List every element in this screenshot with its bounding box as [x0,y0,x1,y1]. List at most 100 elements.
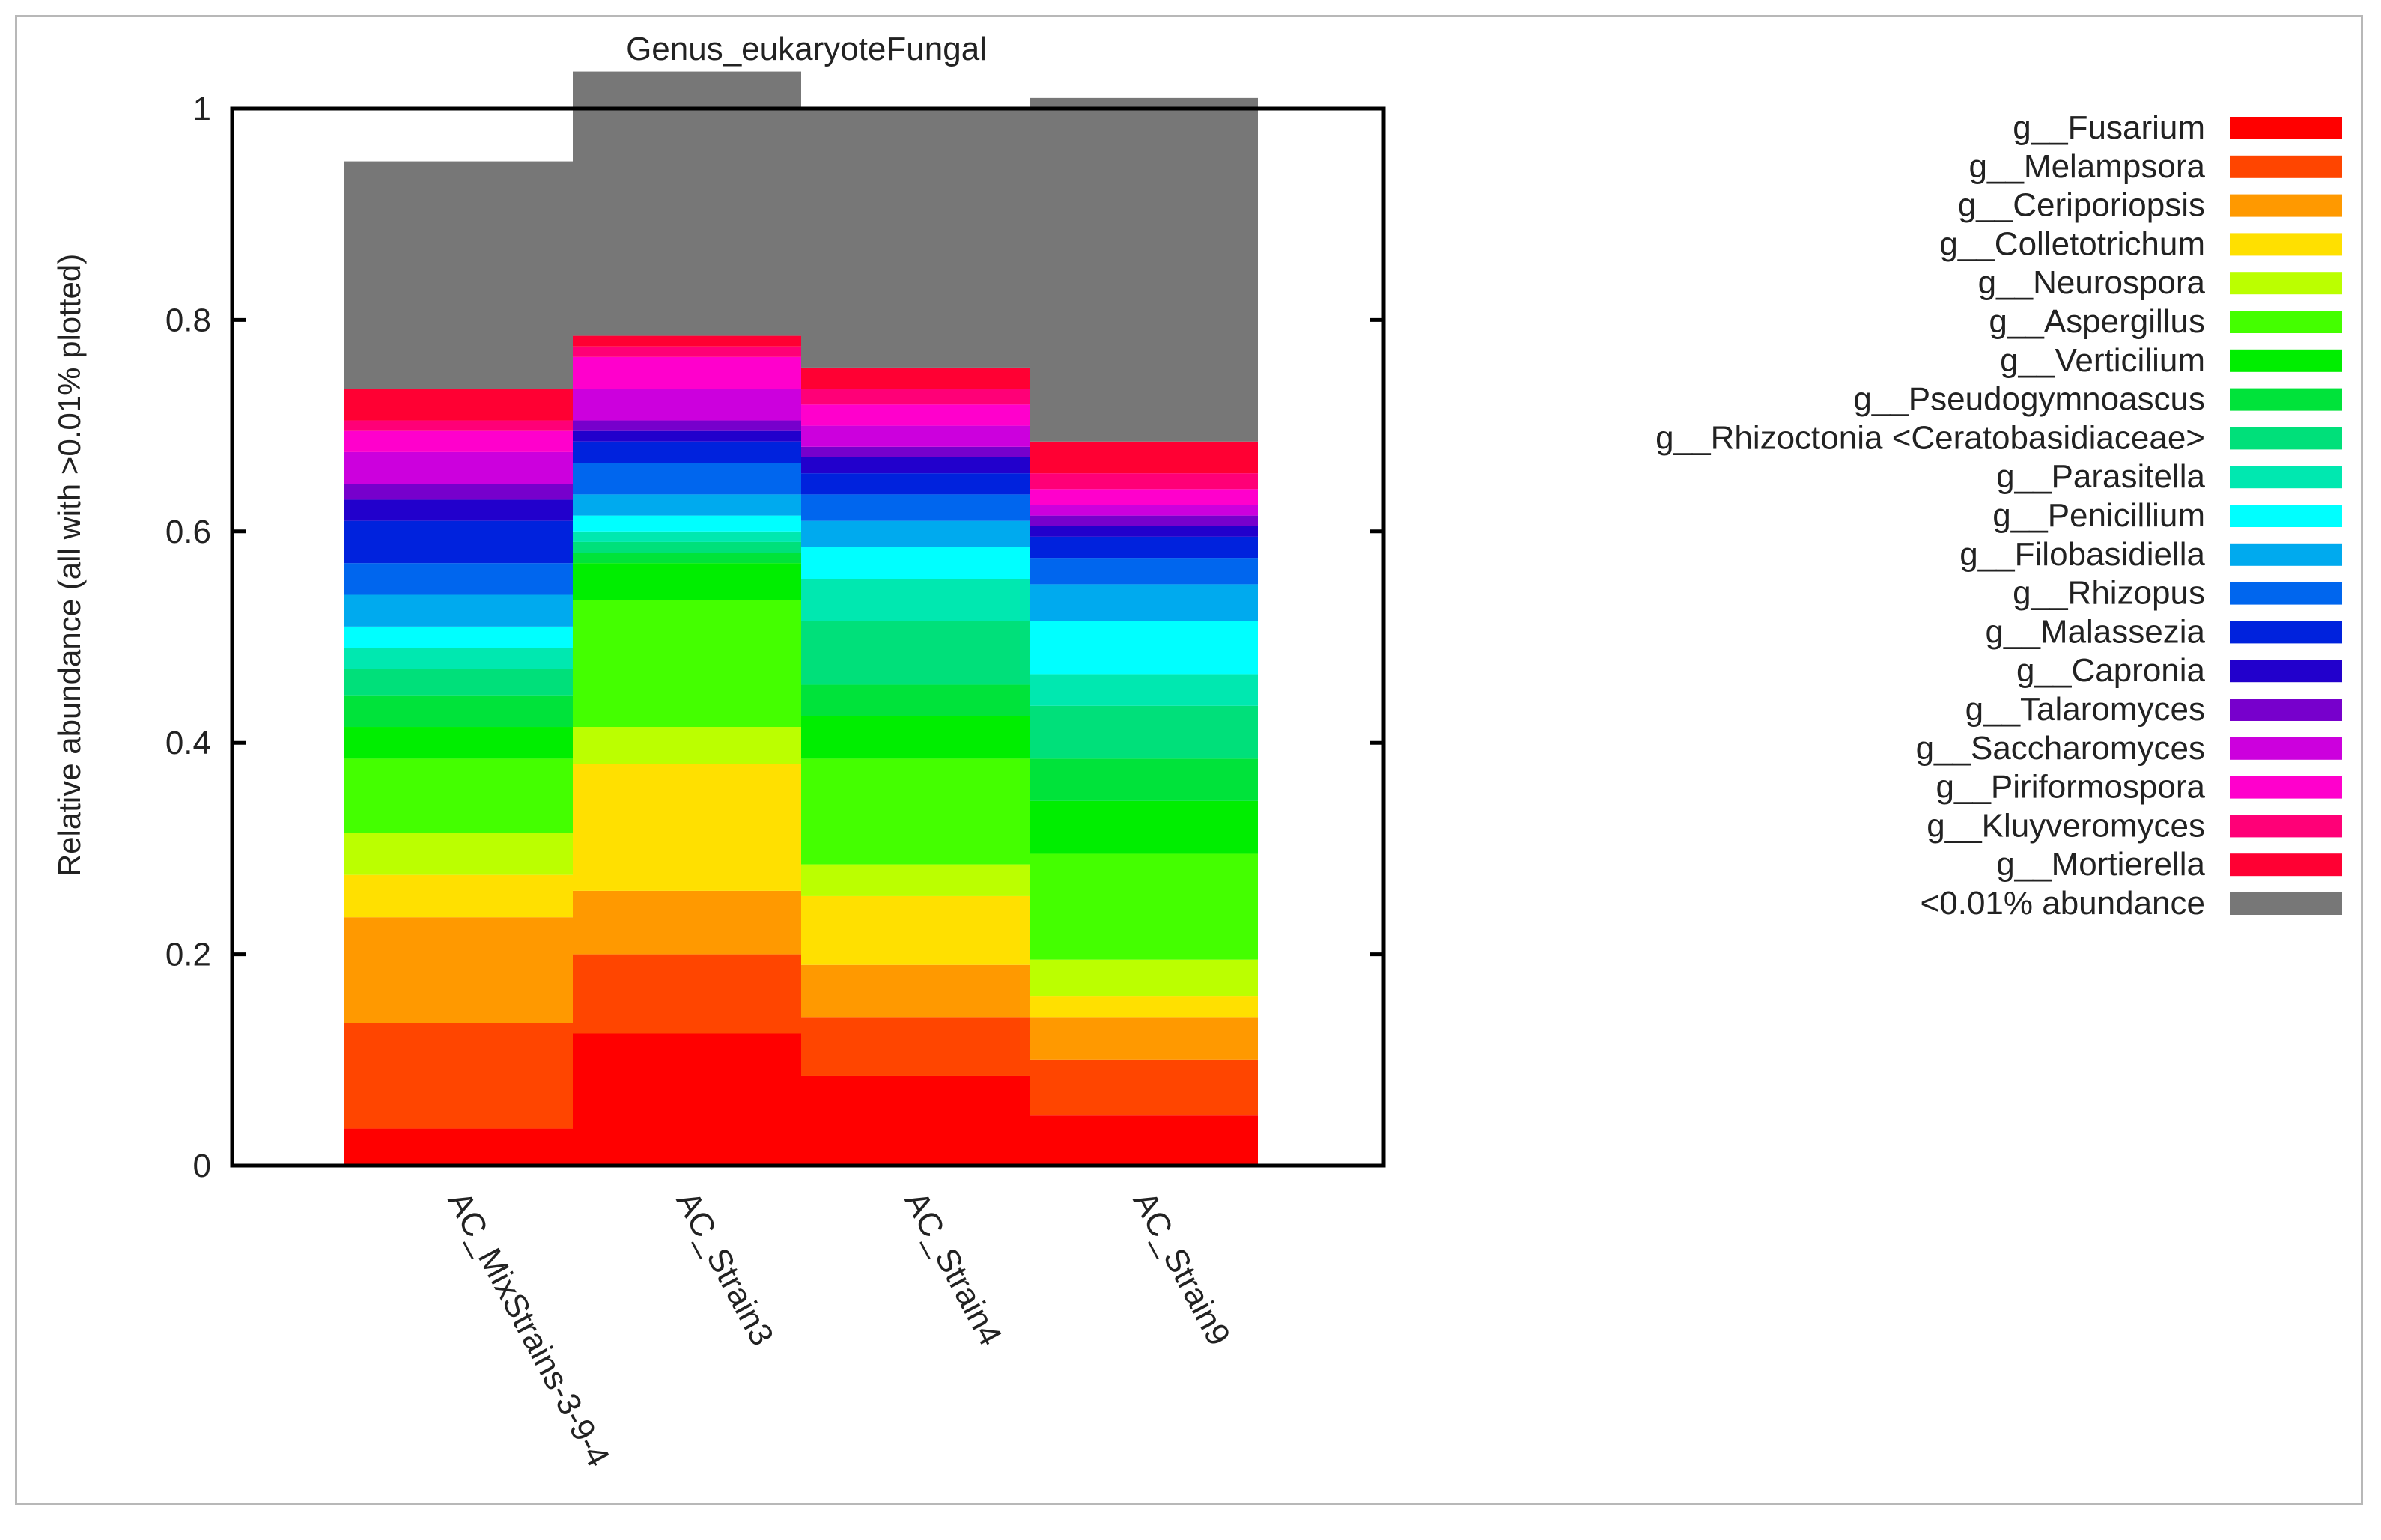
bar-segment [573,71,801,336]
bar-segment [573,541,801,553]
legend-label: g__Malassezia [1986,613,2206,650]
legend-label: g__Piriformospora [1936,769,2206,806]
bar-segment [573,954,801,1034]
legend-swatch [2230,505,2342,527]
legend-label: g__Talaromyces [1965,691,2205,728]
bar-segment [573,420,801,431]
bar-segment [1030,515,1258,526]
bar-segment [344,626,573,648]
x-tick-label: AC_Strain4 [898,1186,1009,1352]
y-tick-label: 1 [193,91,211,127]
bar-segment [801,473,1030,495]
bar-segment [1030,1059,1258,1116]
y-tick-label: 0.4 [165,725,211,761]
bar-segment [1030,505,1258,516]
bar-segment [801,520,1030,547]
bar-segment [344,669,573,696]
y-tick-label: 0 [193,1148,211,1184]
bar-segment [344,758,573,833]
bar-segment [344,833,573,875]
legend-label: g__Saccharomyces [1916,730,2205,767]
bar-segment [573,531,801,542]
bar-segment [1030,1017,1258,1060]
bar-segment [573,764,801,891]
legend-swatch [2230,388,2342,411]
bars-group [344,71,1258,1166]
figure-frame [15,15,2363,1505]
chart-title: Genus_eukaryoteFungal [626,31,987,67]
bar-segment [344,520,573,564]
y-axis-label: Relative abundance (all with >0.01% plot… [52,254,87,877]
legend-label: <0.01% abundance [1921,885,2205,922]
bar-segment [1030,558,1258,585]
legend-label: g__Aspergillus [1989,303,2205,340]
bar-segment [573,553,801,564]
bar-segment [801,446,1030,457]
bar-segment [344,451,573,484]
legend-swatch [2230,621,2342,644]
legend-label: g__Parasitella [1996,458,2205,495]
bar-segment [1030,996,1258,1018]
bar-segment [801,494,1030,521]
bar-segment [1030,621,1258,675]
bar-segment [801,964,1030,1018]
bar-segment [1030,584,1258,621]
legend-swatch [2230,194,2342,217]
legend-swatch [2230,466,2342,489]
bar-segment [573,515,801,532]
legend: g__Fusariumg__Melampsorag__Ceriporiopsis… [1655,109,2342,922]
bar-segment [573,563,801,600]
bar-segment [344,389,573,421]
legend-label: g__Ceriporiopsis [1958,187,2205,224]
legend-swatch [2230,660,2342,683]
bar-segment [1030,473,1258,490]
x-tick-labels: AC_MixStrains-3-9-4 AC_Strain3 AC_Strain4 A… [441,1186,1238,1473]
y-tick-label: 0.8 [165,302,211,338]
bar-segment [344,1023,573,1129]
bar-segment [801,895,1030,965]
legend-label: g__Filobasidiella [1959,536,2205,573]
bar-segment [801,109,1030,368]
bar-segment [801,389,1030,405]
legend-label: g__Fusarium [2013,109,2205,146]
bar-segment [573,1033,801,1166]
bar-segment [344,430,573,452]
bar-segment [573,430,801,442]
bar-segment [801,864,1030,896]
bar-segment [1030,536,1258,559]
bar-segment [801,621,1030,685]
axes-group: 0 0.2 0.4 0.6 0.8 1 [165,91,1386,1184]
legend-swatch [2230,233,2342,256]
legend-swatch [2230,853,2342,877]
y-tick-label: 0.6 [165,514,211,550]
legend-swatch [2230,815,2342,838]
bar-segment [1030,441,1258,474]
legend-swatch [2230,892,2342,915]
legend-label: g__Rhizoctonia <Ceratobasidiaceae> [1655,419,2205,456]
x-tick-label: AC_Strain9 [1126,1186,1238,1352]
bar-segment [573,494,801,516]
bar-segment [801,684,1030,716]
legend-label: g__Verticilium [2000,342,2205,379]
legend-swatch [2230,427,2342,450]
bar-segment [344,499,573,521]
bar-segment [573,356,801,389]
bar-segment [801,404,1030,426]
legend-swatch [2230,776,2342,799]
legend-label: g__Pseudogymnoascus [1853,381,2205,418]
legend-label: g__Capronia [2016,652,2205,689]
bar-segment [344,1128,573,1166]
bar-segment [1030,800,1258,854]
legend-label: g__Rhizopus [2013,575,2205,612]
legend-swatch [2230,311,2342,333]
bar-segment [573,600,801,728]
legend-label: g__Kluyveromyces [1927,807,2205,844]
legend-label: g__Penicillium [1992,497,2205,534]
bar-segment [1030,959,1258,997]
bar-segment [1030,97,1258,442]
bar-segment [573,441,801,463]
bar-segment [801,1017,1030,1076]
bar-segment [801,1075,1030,1166]
bar-segment [344,917,573,1023]
